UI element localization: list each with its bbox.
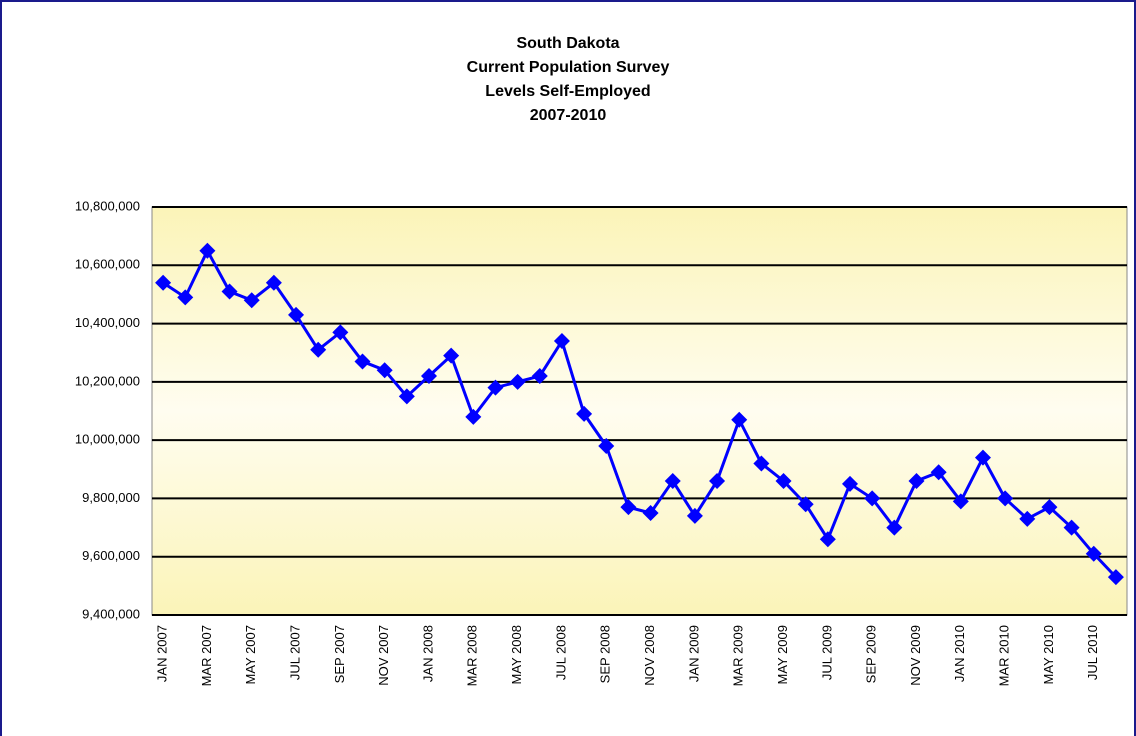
marker [997, 490, 1014, 507]
marker [265, 274, 282, 291]
x-tick-label: MAR 2010 [997, 625, 1012, 686]
marker [487, 379, 504, 396]
x-tick-label: MAR 2007 [199, 625, 214, 686]
marker [332, 324, 349, 341]
marker [642, 505, 659, 521]
marker [620, 499, 637, 516]
marker [398, 388, 415, 405]
y-tick-label: 9,600,000 [82, 548, 140, 563]
marker [775, 472, 792, 489]
marker [753, 455, 770, 472]
x-tick-label: JUL 2008 [553, 625, 568, 680]
marker [155, 274, 172, 291]
x-tick-label: NOV 2008 [642, 625, 657, 686]
marker [509, 373, 526, 390]
marker [908, 472, 925, 489]
marker [664, 472, 681, 489]
x-tick-label: SEP 2009 [864, 625, 879, 683]
y-tick-label: 9,400,000 [82, 606, 140, 621]
marker [819, 531, 836, 548]
x-tick-label: MAR 2009 [731, 625, 746, 686]
marker [443, 347, 460, 364]
marker [199, 242, 216, 259]
marker [686, 507, 703, 524]
y-tick-label: 9,800,000 [82, 490, 140, 505]
marker [576, 405, 593, 422]
marker [354, 353, 371, 370]
chart-title: Levels Self-Employed [485, 83, 650, 100]
y-tick-label: 10,000,000 [75, 432, 140, 447]
chart-title: 2007-2010 [530, 107, 607, 124]
x-tick-label: SEP 2007 [332, 625, 347, 683]
marker [974, 449, 991, 466]
x-tick-label: MAY 2009 [775, 625, 790, 685]
marker [731, 411, 748, 428]
marker [797, 496, 814, 513]
chart-title: Current Population Survey [467, 59, 670, 76]
marker [1107, 569, 1124, 586]
marker [310, 341, 327, 358]
x-tick-label: NOV 2009 [908, 625, 923, 686]
y-tick-label: 10,600,000 [75, 257, 140, 272]
x-tick-label: NOV 2007 [376, 625, 391, 686]
marker [1019, 510, 1036, 527]
marker [1085, 545, 1102, 562]
x-tick-label: MAY 2008 [509, 625, 524, 685]
marker [553, 333, 570, 350]
marker [288, 306, 305, 323]
x-tick-label: JAN 2010 [952, 625, 967, 682]
plot-area [151, 206, 1128, 616]
marker [531, 368, 548, 385]
marker [376, 362, 393, 379]
x-tick-label: MAY 2010 [1041, 625, 1056, 685]
x-tick-label: JAN 2008 [420, 625, 435, 682]
chart-title: South Dakota [516, 35, 619, 52]
marker [221, 283, 238, 300]
x-tick-label: MAY 2007 [243, 625, 258, 685]
x-tick-label: JUL 2009 [819, 625, 834, 680]
x-tick-label: JUL 2007 [287, 625, 302, 680]
y-tick-label: 10,400,000 [75, 315, 140, 330]
x-tick-label: SEP 2008 [598, 625, 613, 683]
marker [930, 464, 947, 481]
x-tick-label: JUL 2010 [1085, 625, 1100, 680]
marker [952, 493, 969, 510]
marker [420, 368, 437, 385]
x-tick-label: JAN 2009 [686, 625, 701, 682]
x-tick-label: JAN 2007 [155, 625, 170, 682]
marker [842, 475, 859, 492]
marker [177, 289, 194, 306]
x-tick-label: MAR 2008 [465, 625, 480, 686]
y-tick-label: 10,800,000 [75, 198, 140, 213]
marker [709, 472, 726, 489]
y-tick-label: 10,200,000 [75, 373, 140, 388]
marker [864, 490, 881, 507]
marker [1041, 499, 1058, 516]
marker [886, 519, 903, 536]
marker [243, 292, 260, 309]
marker [465, 408, 482, 425]
marker [598, 437, 615, 454]
marker [1063, 519, 1080, 536]
